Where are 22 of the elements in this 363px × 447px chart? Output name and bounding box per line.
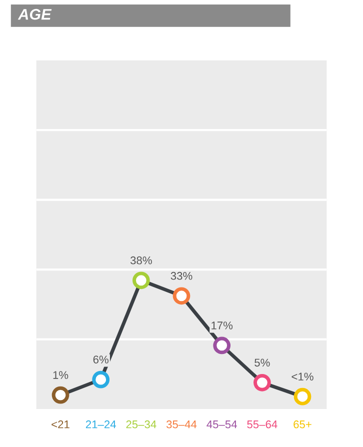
data-label: <1%	[292, 372, 314, 380]
data-label: 17%	[212, 322, 233, 330]
x-tick-label: 25–34	[126, 420, 156, 428]
x-tick-label: 65+	[294, 420, 312, 428]
data-label: 6%	[93, 356, 108, 364]
point	[213, 336, 231, 354]
data-label: 1%	[53, 371, 68, 379]
point	[294, 388, 312, 406]
point	[52, 386, 70, 404]
x-tick-label: 35–44	[166, 420, 197, 428]
data-label: 5%	[254, 358, 270, 367]
x-tick-label: <21	[52, 420, 70, 428]
chart-title: AGE	[18, 8, 52, 20]
x-tick-label: 45–54	[206, 420, 237, 428]
data-label: 33%	[170, 272, 192, 280]
point	[132, 272, 150, 290]
point	[172, 287, 190, 305]
x-tick-label: 21–24	[86, 420, 116, 428]
x-tick-label: 55–64	[247, 420, 278, 428]
point	[92, 370, 110, 388]
data-label: 38%	[130, 256, 152, 264]
point	[253, 374, 271, 392]
